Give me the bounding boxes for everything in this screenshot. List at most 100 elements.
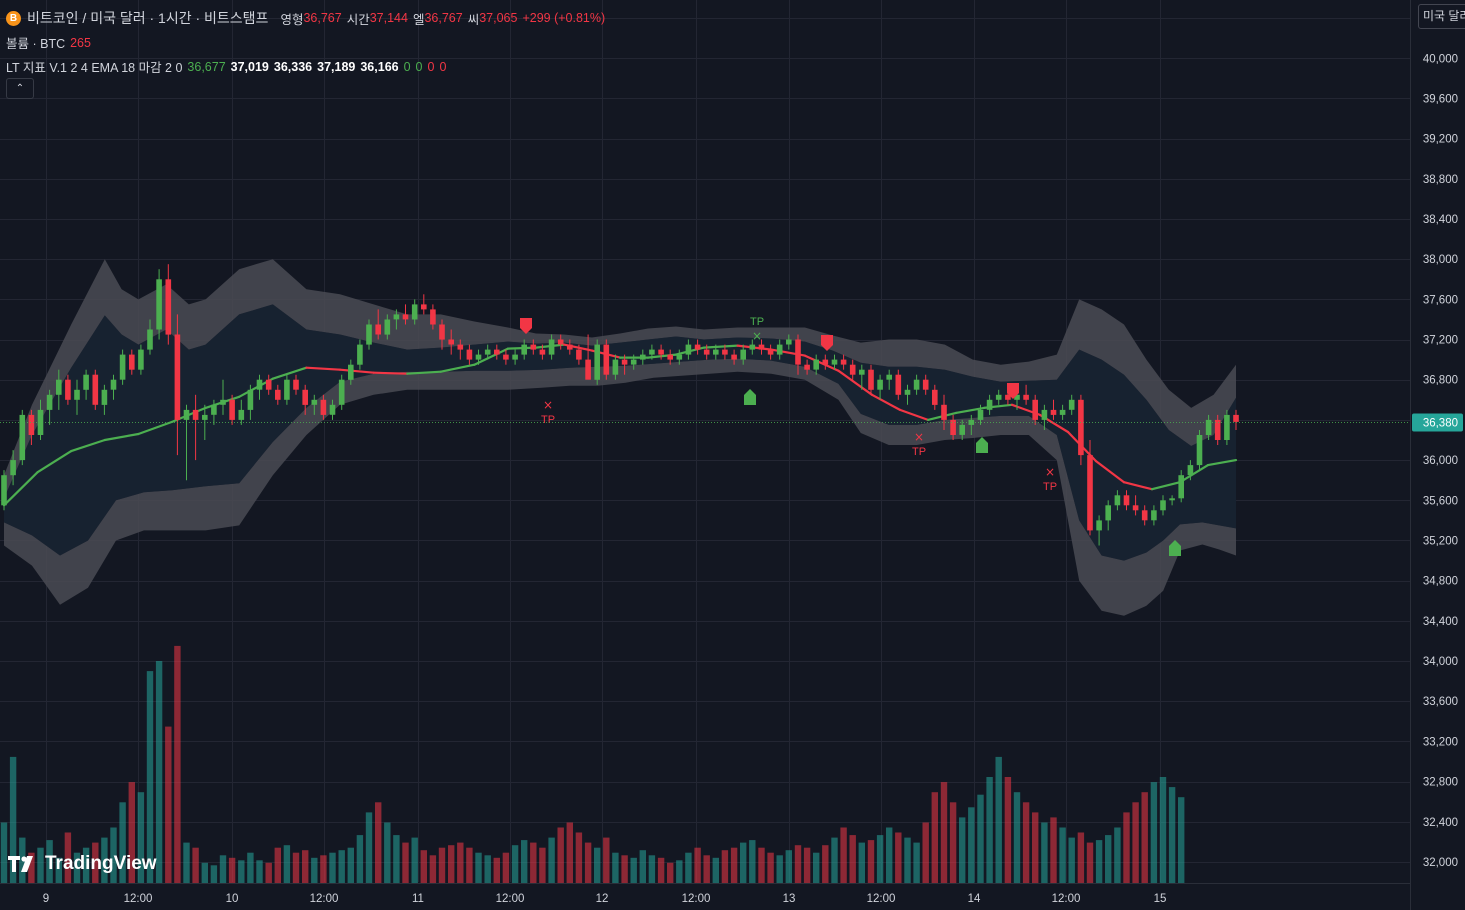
candle-body — [475, 354, 482, 360]
candle-body — [37, 409, 44, 435]
indicator-label: LT 지표 V.1 2 4 EMA 18 마감 2 0 — [6, 61, 183, 75]
candle-body — [612, 359, 619, 375]
candle-body — [1059, 409, 1066, 415]
candle-body — [65, 379, 71, 400]
price-tick-label: 38,400 — [1423, 214, 1458, 226]
indicator-value: 36,166 — [360, 59, 399, 74]
indicator-legend[interactable]: LT 지표 V.1 2 4 EMA 18 마감 2 0 36,677 37,01… — [6, 57, 446, 76]
volume-bar — [201, 862, 208, 883]
volume-bar — [712, 857, 719, 883]
volume-bar — [82, 847, 90, 883]
price-tick-label: 35,200 — [1423, 536, 1458, 548]
volume-bar — [475, 852, 482, 883]
time-tick-label: 11 — [412, 893, 424, 905]
indicator-value: 0 — [415, 59, 423, 74]
candle-body — [667, 354, 673, 360]
volume-bar — [813, 852, 820, 883]
candle-body — [539, 349, 546, 355]
volume-bar — [1004, 777, 1012, 883]
take-profit-x: × — [752, 329, 762, 343]
price-tick-label: 38,000 — [1423, 254, 1458, 266]
candle-body — [859, 369, 865, 375]
candle-body — [256, 379, 263, 390]
candle-body — [366, 324, 372, 345]
indicator-value: 0 — [403, 59, 411, 74]
candle-body — [649, 349, 655, 355]
price-tick-label: 37,600 — [1423, 294, 1458, 306]
candle-body — [521, 344, 527, 355]
sell-signal-marker — [821, 335, 833, 351]
volume-bar — [521, 840, 528, 883]
candle-body — [338, 379, 345, 405]
low-label: 엘 — [412, 12, 425, 27]
volume-bar — [338, 850, 345, 883]
price-tick-label: 32,800 — [1423, 777, 1458, 789]
volume-bar — [575, 832, 583, 883]
volume-bar — [831, 837, 838, 883]
volume-bar — [511, 845, 519, 883]
candle-body — [621, 359, 628, 365]
time-tick-label: 12:00 — [1052, 893, 1081, 905]
candle-body — [694, 344, 701, 350]
price-tick-label: 37,200 — [1423, 335, 1458, 347]
volume-bar — [356, 835, 364, 883]
candle-body — [548, 339, 555, 355]
symbol-title[interactable]: 비트코인 / 미국 달러 · 1시간 · 비트스탬프 — [27, 10, 269, 26]
candle-body — [1233, 414, 1239, 422]
volume-bar — [594, 847, 601, 883]
candle-body — [110, 379, 117, 390]
volume-bar — [365, 812, 373, 883]
volume-bar — [630, 857, 637, 883]
candle-body — [174, 334, 181, 420]
price-tick-label: 34,000 — [1423, 656, 1458, 668]
volume-label: 볼륨 · BTC — [6, 37, 66, 51]
candle-body — [129, 354, 135, 370]
candle-body — [840, 359, 847, 365]
ema-line — [305, 366, 342, 371]
volume-bar — [110, 827, 117, 883]
candle-body — [211, 404, 217, 415]
volume-bar — [794, 845, 802, 883]
ema-line — [702, 344, 739, 349]
volume-bar — [1013, 792, 1021, 883]
candle-body — [101, 389, 108, 405]
volume-bar — [247, 852, 254, 883]
ema-line — [898, 408, 930, 421]
candle-body — [1050, 409, 1057, 415]
take-profit-label: TP — [1043, 481, 1057, 493]
volume-bar — [457, 842, 464, 883]
volume-bar — [968, 807, 975, 883]
volume-bar — [0, 822, 8, 883]
volume-legend[interactable]: 볼륨 · BTC 265 — [6, 33, 91, 52]
current-price-label: 36,380 — [1423, 418, 1458, 430]
currency-button[interactable]: 미국 달러 — [1418, 4, 1465, 29]
ema-line — [1178, 464, 1210, 484]
open-value: 36,767 — [303, 11, 342, 25]
volume-bar — [174, 645, 181, 883]
candle-body — [1214, 419, 1221, 440]
volume-bar — [886, 827, 893, 883]
volume-bar — [292, 852, 300, 883]
candle-body — [995, 394, 1002, 400]
volume-bar — [539, 847, 546, 883]
take-profit-x: × — [543, 398, 553, 412]
candle-body — [1096, 520, 1102, 531]
collapse-legend-button[interactable]: ⌃ — [6, 78, 34, 99]
candle-body — [284, 379, 290, 400]
volume-value: 265 — [70, 35, 91, 50]
volume-bar — [228, 857, 236, 883]
candle-body — [138, 349, 144, 370]
price-tick-label: 34,400 — [1423, 616, 1458, 628]
volume-bar — [411, 837, 418, 883]
candle-body — [576, 349, 582, 360]
close-value: 37,065 — [479, 11, 518, 25]
candle-body — [1123, 495, 1130, 506]
tradingview-logo[interactable]: TradingView — [8, 853, 157, 875]
candle-body — [703, 349, 710, 355]
volume-bar — [840, 827, 847, 883]
candle-body — [922, 379, 929, 390]
candle-body — [466, 349, 473, 360]
candle-body — [83, 374, 89, 390]
price-tick-label: 38,800 — [1423, 174, 1458, 186]
